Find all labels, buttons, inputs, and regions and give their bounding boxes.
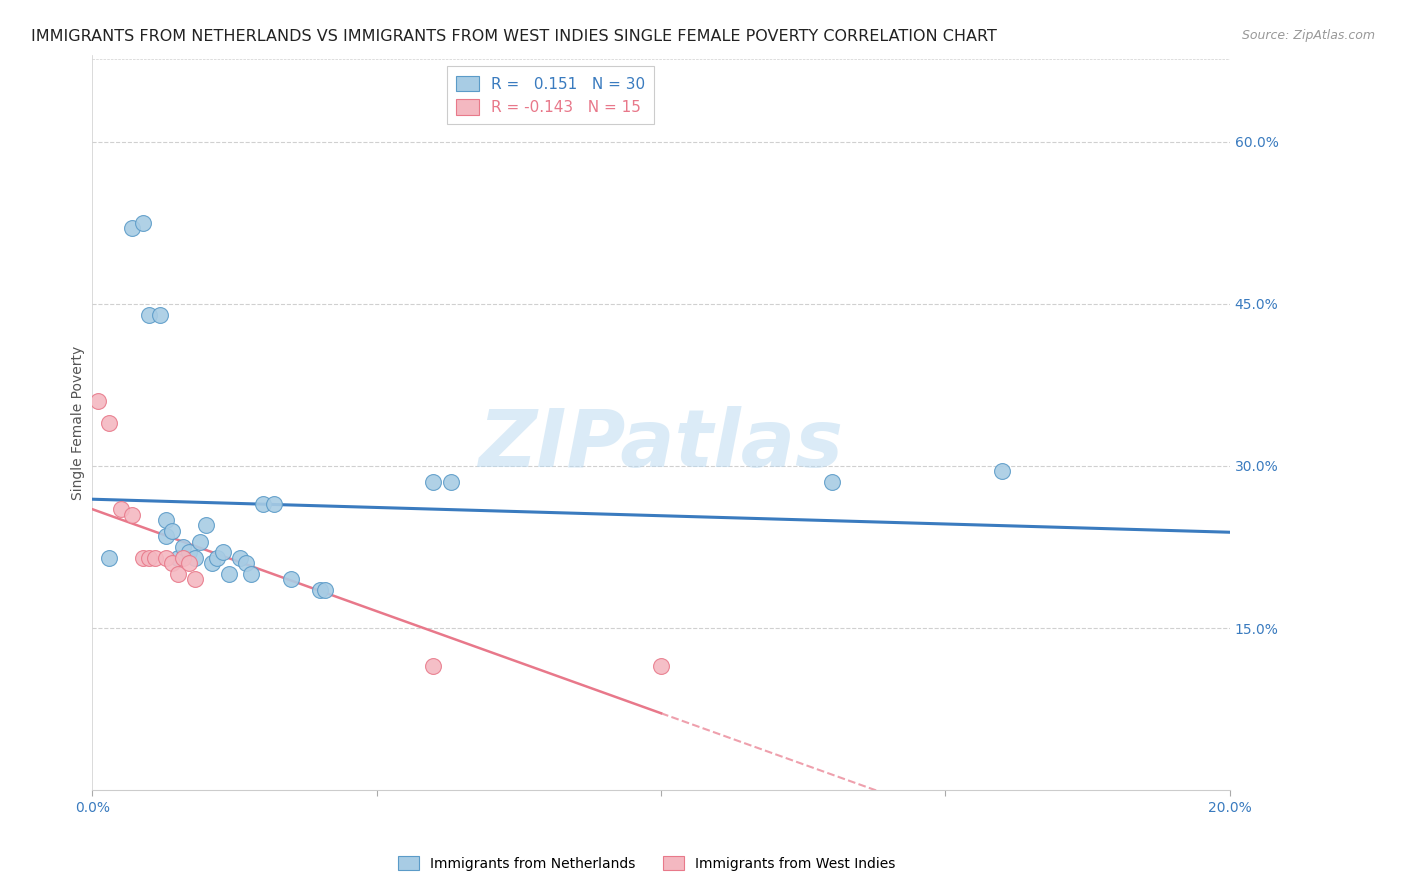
Point	[143, 550, 166, 565]
Point	[172, 540, 194, 554]
Point	[160, 556, 183, 570]
Point	[183, 573, 205, 587]
Point	[218, 566, 240, 581]
Point	[98, 550, 121, 565]
Point	[132, 550, 155, 565]
Point	[155, 513, 177, 527]
Point	[121, 221, 143, 235]
Legend: R =   0.151   N = 30, R = -0.143   N = 15: R = 0.151 N = 30, R = -0.143 N = 15	[447, 66, 654, 124]
Point	[422, 475, 444, 489]
Point	[155, 529, 177, 543]
Point	[188, 534, 211, 549]
Point	[229, 550, 252, 565]
Legend: Immigrants from Netherlands, Immigrants from West Indies: Immigrants from Netherlands, Immigrants …	[392, 850, 901, 876]
Point	[166, 550, 188, 565]
Point	[650, 658, 672, 673]
Point	[314, 583, 336, 598]
Point	[252, 497, 274, 511]
Point	[194, 518, 217, 533]
Point	[172, 550, 194, 565]
Text: ZIPatlas: ZIPatlas	[478, 406, 844, 483]
Point	[422, 658, 444, 673]
Point	[155, 550, 177, 565]
Point	[263, 497, 285, 511]
Point	[201, 556, 224, 570]
Point	[207, 550, 229, 565]
Text: IMMIGRANTS FROM NETHERLANDS VS IMMIGRANTS FROM WEST INDIES SINGLE FEMALE POVERTY: IMMIGRANTS FROM NETHERLANDS VS IMMIGRANT…	[31, 29, 997, 44]
Point	[87, 394, 110, 409]
Point	[820, 475, 842, 489]
Point	[138, 308, 160, 322]
Point	[177, 545, 200, 559]
Point	[240, 566, 263, 581]
Point	[183, 550, 205, 565]
Point	[110, 502, 132, 516]
Point	[132, 216, 155, 230]
Point	[308, 583, 330, 598]
Point	[280, 573, 302, 587]
Point	[177, 556, 200, 570]
Point	[121, 508, 143, 522]
Point	[166, 566, 188, 581]
Point	[98, 416, 121, 430]
Point	[149, 308, 172, 322]
Point	[212, 545, 235, 559]
Point	[160, 524, 183, 538]
Text: Source: ZipAtlas.com: Source: ZipAtlas.com	[1241, 29, 1375, 42]
Point	[439, 475, 461, 489]
Point	[991, 464, 1014, 478]
Point	[235, 556, 257, 570]
Point	[138, 550, 160, 565]
Y-axis label: Single Female Poverty: Single Female Poverty	[72, 345, 86, 500]
